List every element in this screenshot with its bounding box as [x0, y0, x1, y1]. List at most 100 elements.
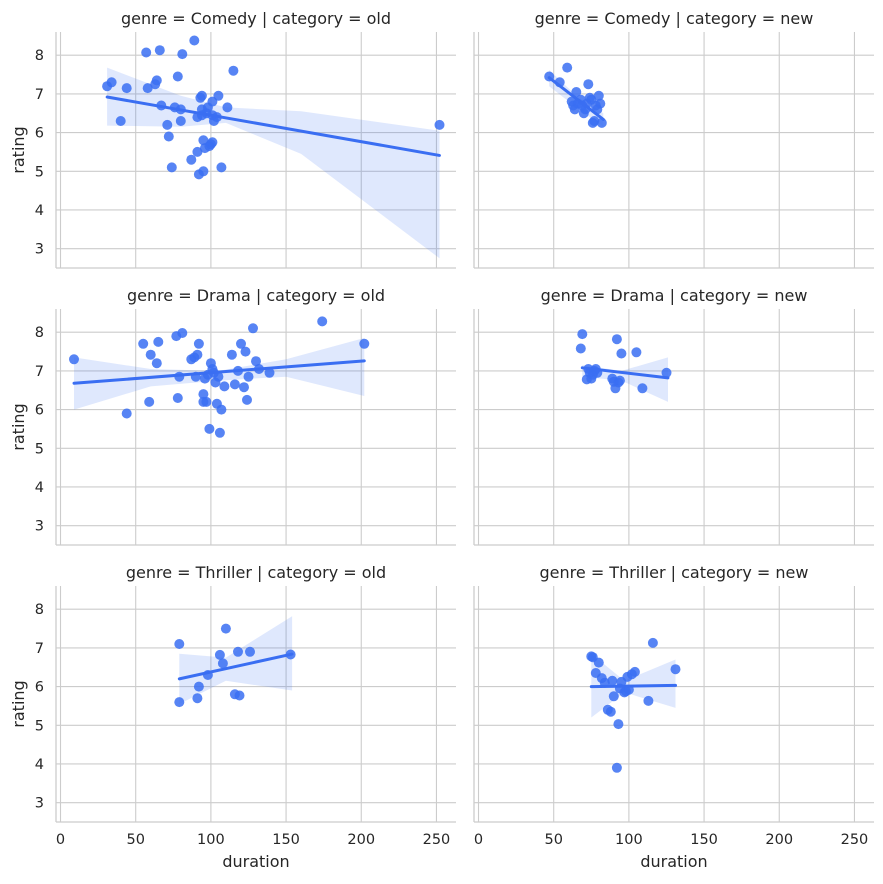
x-tick-label: 100: [615, 832, 643, 848]
panel-title: genre = Comedy | category = old: [121, 9, 391, 28]
facet-panel: genre = Comedy | category = old 3 4 5 6 7 8 rat…: [9, 9, 456, 269]
y-axis-label: rating: [9, 680, 28, 727]
y-tick-label: 6: [35, 680, 44, 696]
y-tick-label: 5: [35, 164, 44, 180]
data-point: [614, 375, 625, 386]
data-point: [434, 119, 445, 130]
regression-line: [547, 76, 605, 121]
y-tick-label: 5: [35, 441, 44, 457]
x-tick-label: 200: [347, 832, 375, 848]
x-tick-label: 200: [765, 832, 793, 848]
regression-line: [72, 359, 366, 385]
x-axis-label: duration: [640, 852, 707, 871]
data-point: [236, 338, 246, 349]
data-point: [317, 316, 328, 327]
data-point: [647, 637, 658, 648]
y-tick-label: 7: [35, 641, 44, 657]
data-point: [217, 658, 228, 669]
data-point: [121, 83, 132, 94]
data-point: [583, 79, 594, 90]
y-tick-label: 4: [35, 480, 44, 496]
x-tick-label: 50: [126, 832, 144, 848]
data-point: [142, 83, 153, 94]
y-tick-label: 7: [35, 87, 44, 103]
data-point: [175, 116, 186, 126]
data-point: [233, 646, 243, 657]
data-point: [138, 338, 149, 349]
data-point: [214, 427, 225, 438]
y-axis-label: rating: [9, 126, 28, 173]
data-point: [242, 394, 252, 405]
data-point: [144, 396, 155, 407]
data-point: [121, 408, 132, 419]
data-point: [207, 137, 218, 148]
data-point: [245, 646, 255, 657]
data-point: [264, 367, 275, 378]
data-point: [240, 346, 251, 357]
x-axis-label: duration: [222, 852, 289, 871]
data-point: [198, 389, 209, 400]
data-point: [229, 379, 240, 390]
data-point: [611, 762, 622, 773]
y-tick-label: 8: [35, 48, 44, 64]
data-point: [589, 116, 600, 126]
y-axis-label: rating: [9, 403, 28, 450]
data-point: [248, 323, 258, 334]
data-point: [607, 675, 618, 686]
facet-panel: genre = Drama | category = new: [473, 286, 874, 546]
data-point: [166, 162, 177, 173]
y-tick-label: 3: [35, 796, 44, 812]
data-point: [172, 393, 183, 403]
confidence-band: [179, 616, 293, 704]
data-point: [204, 423, 215, 434]
data-point: [213, 371, 224, 382]
x-tick-label: 100: [197, 832, 225, 848]
data-point: [571, 87, 582, 97]
x-tick-label: 150: [272, 832, 300, 848]
data-point: [670, 664, 681, 675]
data-point: [629, 666, 640, 677]
data-point: [192, 146, 203, 157]
data-point: [201, 396, 212, 407]
y-tick-label: 4: [35, 203, 44, 219]
y-tick-label: 8: [35, 602, 44, 618]
data-point: [611, 334, 622, 345]
panel-title: genre = Thriller | category = old: [126, 563, 386, 582]
y-tick-label: 3: [35, 519, 44, 535]
data-point: [577, 329, 588, 340]
y-tick-label: 6: [35, 403, 44, 419]
data-point: [174, 639, 185, 649]
x-tick-label: 0: [474, 832, 483, 848]
data-point: [359, 338, 370, 349]
data-point: [193, 338, 204, 349]
panel-title: genre = Comedy | category = new: [535, 9, 814, 28]
data-point: [162, 119, 173, 130]
data-point: [174, 697, 185, 708]
data-point: [243, 371, 254, 382]
regression-line: [589, 683, 678, 689]
data-point: [213, 90, 224, 101]
data-point: [226, 349, 237, 360]
data-point: [163, 131, 174, 142]
data-point: [69, 354, 79, 365]
data-point: [234, 690, 245, 701]
data-point: [575, 343, 586, 354]
regression-line: [580, 366, 670, 380]
data-point: [192, 693, 203, 704]
data-point: [115, 116, 126, 126]
data-point: [613, 719, 624, 730]
data-point: [193, 681, 204, 692]
panel-title: genre = Drama | category = old: [127, 286, 385, 305]
data-point: [106, 77, 117, 88]
data-point: [637, 383, 648, 394]
facet-panel: genre = Drama | category = old 3 4 5 6 7 8 rati…: [9, 286, 456, 546]
regression-line: [105, 95, 441, 157]
y-tick-label: 4: [35, 757, 44, 773]
y-tick-label: 5: [35, 718, 44, 734]
data-point: [172, 71, 183, 82]
data-point: [219, 381, 230, 392]
data-point: [616, 348, 627, 359]
data-point: [228, 65, 239, 76]
facet-panel: genre = Thriller | category = new 0 50 100 1…: [473, 563, 874, 871]
